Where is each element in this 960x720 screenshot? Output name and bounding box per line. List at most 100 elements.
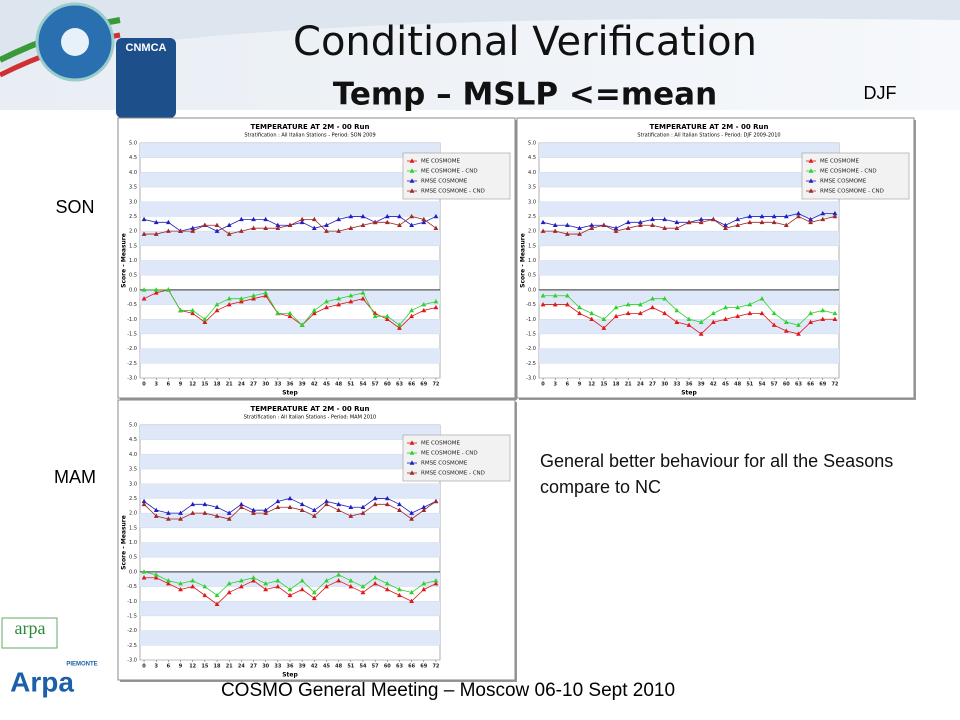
grid-band — [539, 289, 839, 305]
x-tick-label: 15 — [201, 664, 208, 670]
data-point — [299, 322, 305, 327]
x-tick-label: 15 — [201, 382, 208, 388]
x-tick-label: 21 — [625, 382, 632, 388]
data-point — [251, 507, 256, 512]
grid-band — [140, 231, 440, 246]
data-point — [324, 501, 329, 507]
data-point — [384, 581, 390, 586]
data-point — [141, 231, 147, 236]
data-point — [409, 589, 415, 595]
data-point — [251, 216, 256, 222]
legend-marker — [808, 168, 814, 173]
data-point — [613, 225, 619, 230]
chart-title: TEMPERATURE AT 2M - 00 Run — [649, 123, 768, 131]
data-point — [771, 213, 777, 219]
data-point — [238, 216, 244, 222]
y-tick-label: 4.0 — [528, 170, 536, 176]
data-point — [336, 572, 342, 577]
data-point — [324, 498, 329, 504]
data-point — [783, 319, 789, 324]
data-point — [202, 222, 208, 228]
data-point — [613, 228, 619, 233]
y-tick-label: 3.0 — [129, 199, 137, 205]
data-point — [226, 589, 232, 595]
data-point — [165, 228, 171, 233]
logo-cnmca — [116, 38, 176, 118]
data-point — [637, 222, 643, 228]
data-point — [202, 316, 208, 322]
data-point — [263, 586, 269, 592]
data-point — [336, 228, 342, 233]
x-tick-label: 30 — [262, 382, 269, 388]
data-point — [275, 583, 281, 589]
data-point — [178, 586, 183, 592]
legend-label: ME COSMOME - CND — [820, 169, 877, 175]
data-point — [311, 589, 317, 595]
data-point — [348, 583, 354, 589]
data-point — [348, 213, 354, 219]
header-swoosh — [0, 0, 960, 70]
data-point — [299, 216, 305, 222]
logo-arpa — [1, 617, 58, 649]
data-point — [324, 228, 329, 233]
grid-band — [140, 542, 440, 558]
legend-label: ME COSMOME - CND — [421, 169, 478, 175]
logo-text: Arpa — [10, 666, 74, 697]
data-point — [637, 310, 643, 316]
data-point — [324, 304, 329, 310]
x-tick-label: 18 — [214, 382, 221, 388]
data-point — [650, 304, 655, 310]
data-point — [577, 304, 582, 310]
x-tick-label: 0 — [541, 382, 545, 388]
data-point — [601, 316, 607, 322]
legend-label: ME COSMOME — [421, 441, 460, 447]
legend-marker — [409, 178, 415, 183]
data-point — [287, 495, 293, 501]
x-tick-label: 69 — [420, 382, 427, 388]
x-tick-label: 24 — [637, 382, 644, 388]
data-point — [625, 225, 631, 230]
legend-label: RMSE COSMOME - CND — [421, 189, 485, 195]
x-tick-label: 30 — [262, 664, 269, 670]
y-tick-label: 4.5 — [528, 155, 536, 161]
data-point — [165, 581, 171, 586]
y-tick-label: 0.5 — [528, 273, 536, 279]
y-tick-label: -1.5 — [127, 331, 137, 337]
data-point — [311, 216, 317, 222]
data-point — [226, 510, 232, 515]
data-point — [275, 578, 281, 583]
x-tick-label: 18 — [214, 664, 221, 670]
data-point — [577, 310, 582, 316]
y-tick-label: 5.0 — [528, 141, 536, 147]
data-point — [747, 310, 753, 316]
y-tick-label: -0.5 — [526, 302, 536, 308]
y-tick-label: -3.0 — [127, 658, 137, 664]
note-box: General better behaviour for all the Sea… — [540, 451, 893, 497]
chart-subtitle: Stratification : All Italian Stations - … — [637, 133, 780, 139]
data-point — [796, 210, 801, 216]
data-point — [723, 225, 728, 230]
data-point — [759, 296, 765, 301]
data-point — [421, 307, 427, 313]
x-axis-label: Step — [282, 390, 298, 397]
data-point — [637, 219, 643, 225]
data-point — [178, 228, 183, 233]
data-point — [299, 586, 305, 592]
data-point — [832, 213, 838, 219]
x-tick-label: 36 — [686, 382, 693, 388]
data-point — [348, 504, 354, 510]
data-point — [360, 583, 366, 589]
y-tick-label: -1.0 — [127, 599, 137, 605]
data-point — [372, 495, 378, 501]
data-point — [409, 213, 415, 219]
y-tick-label: -1.0 — [526, 317, 536, 323]
y-tick-label: -3.0 — [526, 376, 536, 382]
data-point — [433, 498, 439, 504]
data-point — [190, 225, 196, 230]
data-point — [336, 296, 342, 301]
data-point — [662, 225, 668, 230]
data-point — [348, 513, 354, 518]
data-point — [589, 310, 595, 316]
logo-text: arpa — [15, 618, 46, 638]
